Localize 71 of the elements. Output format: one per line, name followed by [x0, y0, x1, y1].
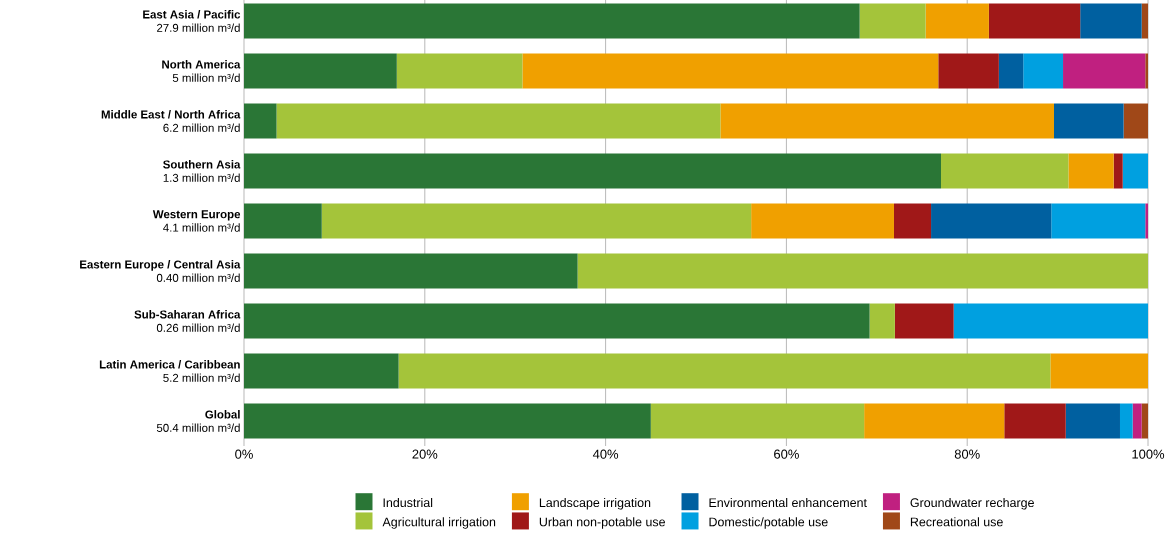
bar — [859, 3, 926, 39]
bar — [1063, 53, 1146, 89]
legend-label: Environmental enhancement — [709, 497, 867, 508]
legend-label: Groundwater recharge — [910, 497, 1034, 510]
bar — [1023, 53, 1064, 89]
bar — [1145, 53, 1149, 89]
y-tick-label: Middle East / North Africa 6.2 million m³/d — [101, 110, 241, 132]
bar — [1113, 153, 1123, 189]
legend-label: Agricultural irrigation — [382, 517, 496, 529]
bar — [244, 353, 399, 389]
bar — [893, 203, 932, 239]
bar — [1132, 403, 1142, 439]
x-tick-label: 20% — [412, 449, 438, 459]
bar — [244, 103, 277, 139]
bar — [650, 403, 865, 439]
bar — [940, 153, 1069, 189]
y-tick-label: Sub-Saharan Africa 0.26 million m³/d — [134, 310, 241, 332]
bar — [244, 303, 870, 339]
bar — [396, 53, 523, 89]
bar — [1141, 403, 1149, 439]
bar — [894, 303, 954, 339]
bar — [1053, 103, 1124, 139]
y-tick-label: Global 50.4 million m³/d — [156, 410, 240, 432]
bar — [720, 103, 1054, 139]
x-tick-label: 60% — [774, 449, 799, 459]
bar — [931, 203, 1052, 239]
bar — [953, 303, 1149, 339]
bar — [869, 303, 895, 339]
bar — [751, 203, 894, 239]
y-tick-label: East Asia / Pacific 27.9 million m³/d — [143, 10, 241, 32]
bar — [1123, 103, 1149, 139]
legend-label: Urban non-potable use — [539, 517, 665, 529]
y-tick-label: North America 5 million m³/d — [162, 60, 241, 82]
bar — [244, 53, 397, 89]
bar — [1050, 353, 1149, 389]
bar — [577, 253, 1149, 289]
bar — [244, 253, 578, 289]
bar — [988, 3, 1081, 39]
legend-label: Domestic/potable use — [709, 517, 828, 529]
bar — [398, 353, 1051, 389]
bar — [244, 3, 860, 39]
bar — [1141, 3, 1149, 39]
legend-label: Industrial — [383, 497, 433, 508]
legend-label: Landscape irrigation — [539, 497, 651, 510]
bar — [1068, 153, 1114, 189]
bar — [1119, 403, 1133, 439]
bar — [522, 53, 939, 89]
bar — [1051, 203, 1146, 239]
y-tick-label: Eastern Europe / Central Asia 0.40 million m³/d — [80, 260, 241, 282]
bar — [864, 403, 1005, 439]
bar — [244, 153, 941, 189]
bar — [276, 103, 721, 139]
legend-label: Recreational use — [910, 517, 1003, 527]
bar — [1065, 403, 1120, 439]
x-tick-label: 0% — [235, 449, 253, 459]
bar — [1122, 153, 1149, 189]
y-tick-label: Western Europe 4.1 million m³/d — [152, 210, 241, 232]
bar — [925, 3, 989, 39]
x-tick-label: 100% — [1132, 449, 1165, 459]
y-tick-label: Southern Asia 1.3 million m³/d — [163, 160, 241, 182]
bar — [244, 203, 322, 239]
bar — [1080, 3, 1142, 39]
bar — [998, 53, 1024, 89]
x-tick-label: 80% — [954, 449, 980, 459]
y-tick-label: Latin America / Caribbean 5.2 million m³/d — [99, 360, 240, 382]
bar — [1004, 403, 1066, 439]
bar — [244, 403, 651, 439]
bar — [938, 53, 999, 89]
x-tick-label: 40% — [592, 449, 619, 459]
bar — [1145, 203, 1149, 239]
bar — [321, 203, 752, 239]
